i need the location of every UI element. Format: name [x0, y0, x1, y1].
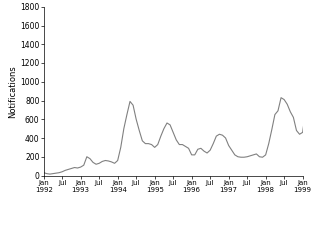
- Y-axis label: Notifications: Notifications: [8, 65, 17, 117]
